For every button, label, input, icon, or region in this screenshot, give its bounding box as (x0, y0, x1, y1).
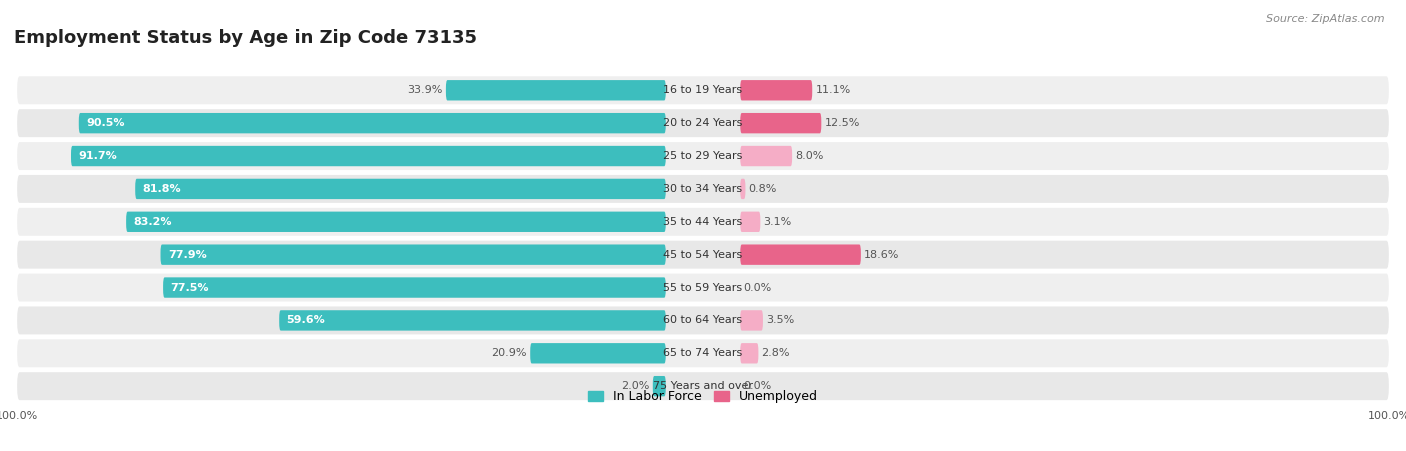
Text: 77.5%: 77.5% (170, 282, 209, 293)
Text: 77.9%: 77.9% (167, 250, 207, 260)
Text: 0.0%: 0.0% (744, 282, 772, 293)
FancyBboxPatch shape (740, 80, 813, 101)
FancyBboxPatch shape (740, 113, 821, 133)
Text: 2.8%: 2.8% (762, 348, 790, 358)
FancyBboxPatch shape (17, 372, 1389, 400)
Text: Source: ZipAtlas.com: Source: ZipAtlas.com (1267, 14, 1385, 23)
Text: 35 to 44 Years: 35 to 44 Years (664, 217, 742, 227)
FancyBboxPatch shape (17, 76, 1389, 104)
Text: 20.9%: 20.9% (492, 348, 527, 358)
Text: 45 to 54 Years: 45 to 54 Years (664, 250, 742, 260)
Legend: In Labor Force, Unemployed: In Labor Force, Unemployed (588, 390, 818, 403)
Text: 75 Years and over: 75 Years and over (652, 381, 754, 391)
Text: 30 to 34 Years: 30 to 34 Years (664, 184, 742, 194)
FancyBboxPatch shape (530, 343, 666, 364)
FancyBboxPatch shape (17, 274, 1389, 302)
FancyBboxPatch shape (740, 244, 860, 265)
FancyBboxPatch shape (446, 80, 666, 101)
Text: 2.0%: 2.0% (621, 381, 650, 391)
FancyBboxPatch shape (740, 343, 758, 364)
Text: Employment Status by Age in Zip Code 73135: Employment Status by Age in Zip Code 731… (14, 29, 477, 47)
FancyBboxPatch shape (17, 142, 1389, 170)
Text: 18.6%: 18.6% (863, 250, 900, 260)
Text: 0.8%: 0.8% (748, 184, 778, 194)
Text: 91.7%: 91.7% (79, 151, 117, 161)
Text: 55 to 59 Years: 55 to 59 Years (664, 282, 742, 293)
FancyBboxPatch shape (17, 208, 1389, 236)
FancyBboxPatch shape (17, 241, 1389, 269)
FancyBboxPatch shape (17, 109, 1389, 137)
FancyBboxPatch shape (135, 179, 666, 199)
Text: 90.5%: 90.5% (86, 118, 125, 128)
Text: 25 to 29 Years: 25 to 29 Years (664, 151, 742, 161)
FancyBboxPatch shape (740, 146, 792, 166)
FancyBboxPatch shape (280, 310, 666, 331)
FancyBboxPatch shape (740, 179, 745, 199)
FancyBboxPatch shape (740, 310, 763, 331)
FancyBboxPatch shape (79, 113, 666, 133)
FancyBboxPatch shape (652, 376, 666, 396)
Text: 12.5%: 12.5% (824, 118, 860, 128)
Text: 8.0%: 8.0% (796, 151, 824, 161)
FancyBboxPatch shape (17, 175, 1389, 203)
FancyBboxPatch shape (740, 212, 761, 232)
FancyBboxPatch shape (127, 212, 666, 232)
Text: 33.9%: 33.9% (408, 85, 443, 95)
FancyBboxPatch shape (17, 306, 1389, 334)
FancyBboxPatch shape (70, 146, 666, 166)
Text: 81.8%: 81.8% (142, 184, 181, 194)
Text: 60 to 64 Years: 60 to 64 Years (664, 315, 742, 326)
FancyBboxPatch shape (163, 277, 666, 298)
Text: 20 to 24 Years: 20 to 24 Years (664, 118, 742, 128)
Text: 3.1%: 3.1% (763, 217, 792, 227)
Text: 16 to 19 Years: 16 to 19 Years (664, 85, 742, 95)
Text: 0.0%: 0.0% (744, 381, 772, 391)
FancyBboxPatch shape (17, 339, 1389, 367)
Text: 3.5%: 3.5% (766, 315, 794, 326)
Text: 65 to 74 Years: 65 to 74 Years (664, 348, 742, 358)
Text: 11.1%: 11.1% (815, 85, 851, 95)
FancyBboxPatch shape (160, 244, 666, 265)
Text: 59.6%: 59.6% (287, 315, 325, 326)
Text: 83.2%: 83.2% (134, 217, 172, 227)
